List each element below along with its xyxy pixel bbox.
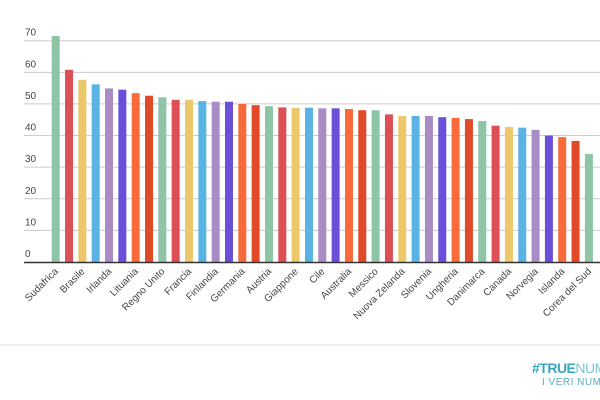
y-tick-label: 30 [25, 154, 37, 165]
bar [238, 103, 247, 262]
bar [411, 115, 420, 262]
bar [171, 99, 180, 262]
bar [118, 89, 127, 262]
y-tick-label: 70 [25, 28, 37, 39]
x-tick-label: Brasile [58, 266, 88, 296]
bar [424, 115, 433, 262]
bar [304, 107, 313, 262]
bar [264, 106, 273, 262]
x-tick-label: Corea del Sud [541, 266, 594, 319]
logo-text: #TRUE [532, 360, 576, 376]
bar [584, 153, 593, 262]
bar [291, 108, 300, 263]
bar [318, 108, 327, 262]
bar [198, 101, 207, 262]
y-tick-label: 10 [25, 217, 37, 228]
bar [131, 93, 140, 262]
bar [531, 129, 540, 262]
bar [65, 69, 74, 262]
bar [438, 117, 447, 262]
bar [91, 84, 100, 262]
bar [51, 35, 60, 262]
bar [398, 115, 407, 262]
bar [558, 137, 567, 262]
bar [371, 110, 380, 262]
x-tick-label: Cile [307, 266, 327, 286]
y-tick-label: 60 [25, 59, 37, 70]
bar [451, 117, 460, 262]
bar [464, 119, 473, 263]
truenumbers-logo: #TRUENUMBE I VERI NUM [532, 360, 600, 388]
bar [478, 121, 487, 263]
bar [518, 127, 527, 262]
bar [278, 107, 287, 262]
bar [158, 97, 167, 262]
y-tick-label: 0 [25, 249, 31, 260]
y-tick-label: 40 [25, 123, 37, 134]
bar [145, 95, 154, 262]
x-tick-label: Sudafrica [23, 266, 61, 304]
y-tick-label: 50 [25, 91, 37, 102]
bar [185, 99, 193, 262]
bar [344, 108, 353, 263]
bar-chart: 010203040506070SudafricaBrasileIrlandaLi… [23, 28, 600, 322]
bar [544, 135, 553, 262]
y-tick-label: 20 [25, 186, 37, 197]
divider [0, 344, 600, 346]
bar [224, 101, 233, 262]
bar [491, 125, 500, 262]
bar [211, 101, 220, 262]
bar [571, 140, 580, 262]
bar [251, 105, 260, 262]
bar [384, 114, 393, 262]
bar [78, 79, 87, 263]
bar [504, 127, 513, 262]
bar [105, 88, 114, 263]
logo-tagline: I VERI NUM [542, 377, 600, 388]
bar [331, 108, 340, 262]
bar [358, 110, 367, 262]
logo-text-thin: NUMBE [575, 360, 600, 376]
